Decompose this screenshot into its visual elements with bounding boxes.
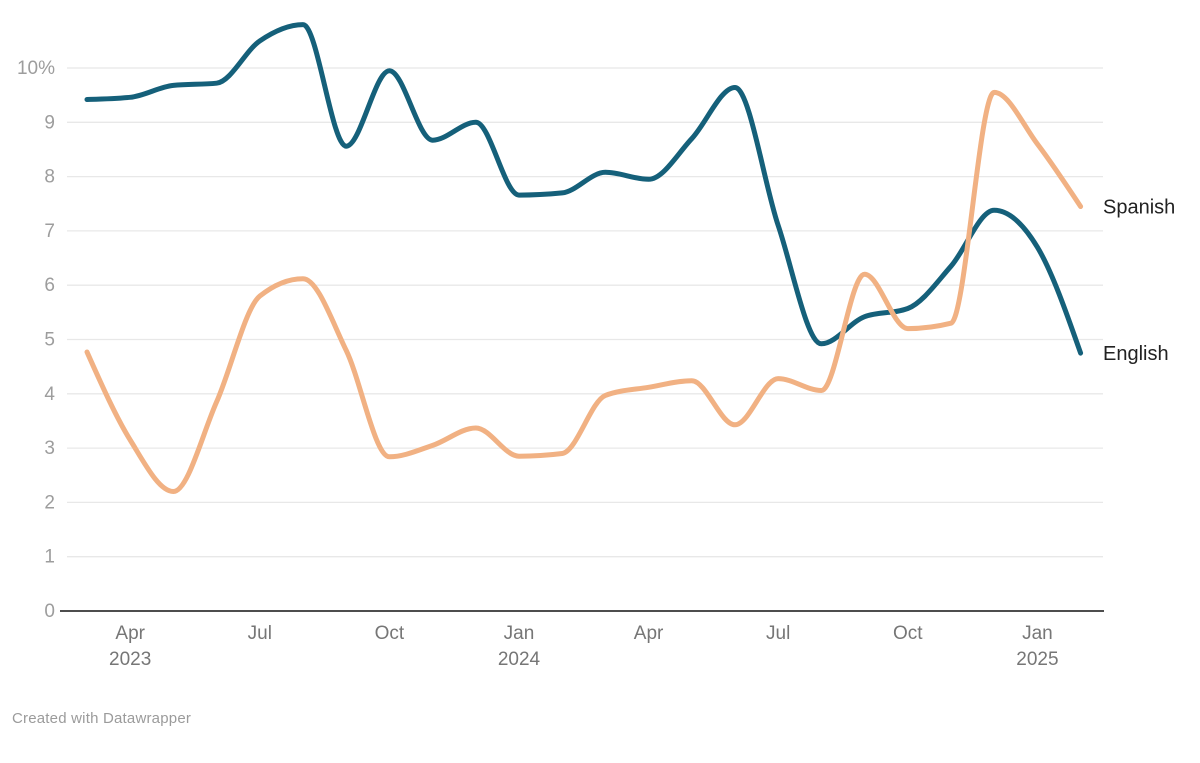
x-tick-year-label: 2025 (1016, 649, 1058, 670)
series-line-english (84, 22, 1084, 356)
y-tick-label: 8 (44, 167, 55, 188)
x-tick-month-label: Jan (1022, 623, 1053, 644)
y-tick-label: 4 (44, 384, 55, 405)
y-tick-label: 10% (17, 58, 55, 79)
gridlines-group (67, 67, 1103, 558)
x-tick-month-label: Jul (766, 623, 790, 644)
y-tick-label: 2 (44, 492, 55, 513)
x-tick-month-label: Jan (504, 623, 535, 644)
y-tick-label: 1 (44, 547, 55, 568)
y-tick-label: 6 (44, 275, 55, 296)
x-axis-labels-group: Apr 2023 Jul Oct Jan 2024 Apr Jul Oct Jan 2025 (109, 623, 1058, 670)
y-tick-label: 7 (44, 221, 55, 242)
x-tick-month-label: Jul (248, 623, 272, 644)
x-tick-month-label: Oct (893, 623, 923, 644)
datawrapper-credit: Created with Datawrapper (12, 710, 192, 727)
series-label-english: English (1103, 343, 1169, 365)
x-tick-year-label: 2023 (109, 649, 151, 670)
x-tick-year-label: 2024 (498, 649, 541, 670)
x-tick-month-label: Apr (115, 623, 145, 644)
series-label-spanish: Spanish (1103, 196, 1175, 218)
y-tick-label: 3 (44, 438, 55, 459)
x-tick-month-label: Apr (634, 623, 664, 644)
y-tick-label: 0 (44, 601, 55, 622)
y-tick-label: 5 (44, 330, 55, 351)
y-axis-labels-group: 0 1 2 3 4 5 6 7 8 9 10% (17, 58, 55, 622)
series-line-spanish (84, 89, 1084, 494)
y-tick-label: 9 (44, 112, 55, 133)
x-tick-month-label: Oct (375, 623, 405, 644)
